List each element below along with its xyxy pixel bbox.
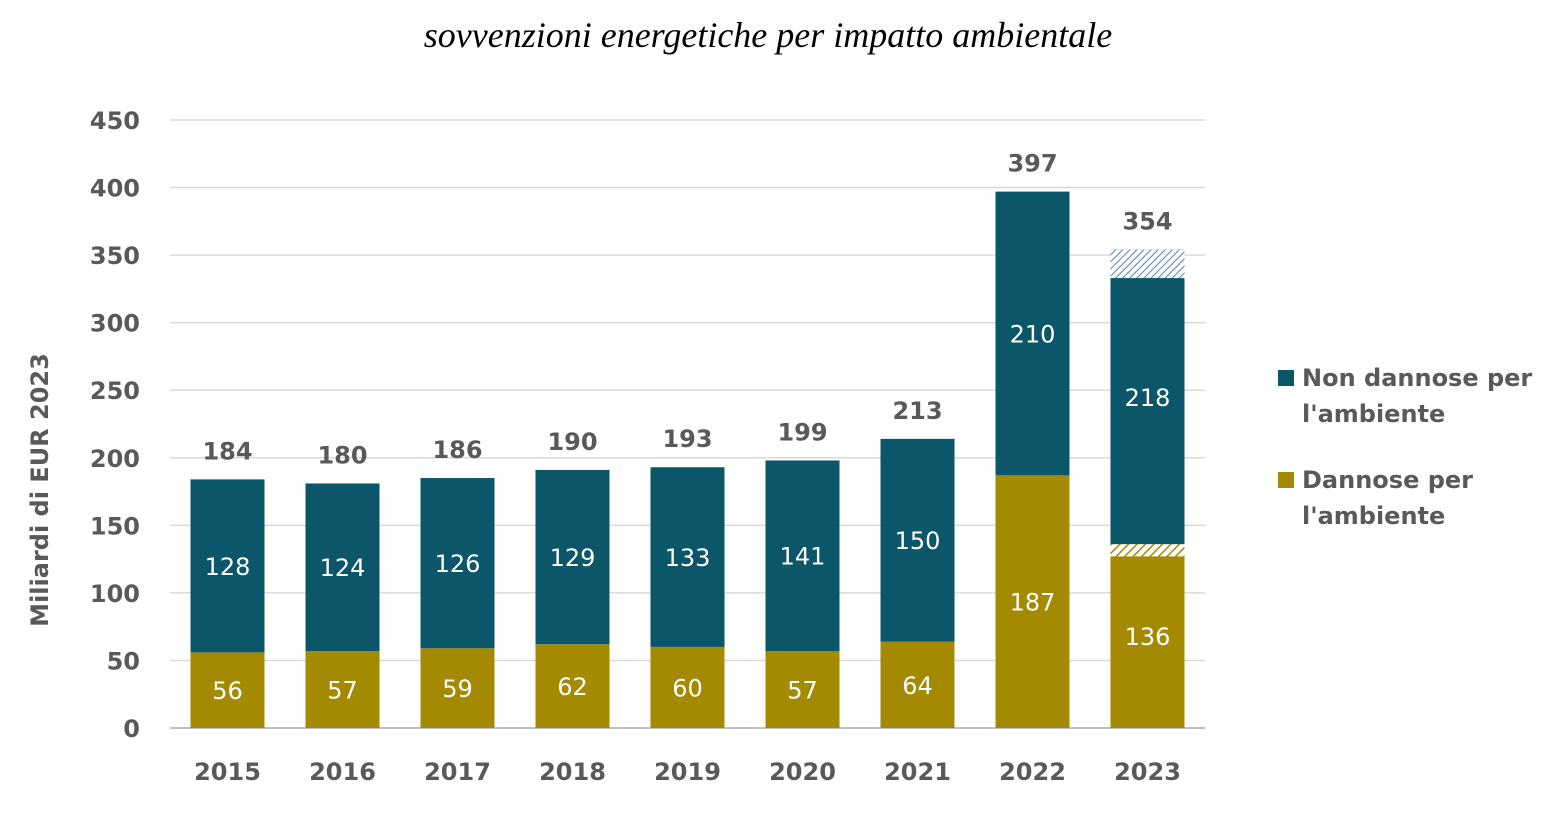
bar-label-2018-series-1: 129 [550, 544, 596, 572]
x-tick-label-2021: 2021 [884, 758, 951, 786]
bar-label-2022-series-0: 187 [1010, 589, 1056, 617]
legend-item-non-dannose: Non dannose per l'ambiente [1278, 360, 1542, 432]
bar-label-2023-series-1: 218 [1125, 384, 1171, 412]
legend-swatch-non-dannose [1278, 370, 1294, 386]
bar-label-2022-series-1: 210 [1010, 320, 1056, 348]
legend-label-non-dannose: Non dannose per l'ambiente [1302, 364, 1533, 428]
y-axis-title: Miliardi di EUR 2023 [26, 353, 54, 627]
x-tick-label-2022: 2022 [999, 758, 1066, 786]
total-label-2016: 180 [317, 441, 367, 469]
bar-label-2015-series-1: 128 [205, 553, 251, 581]
legend-label-dannose: Dannose per l'ambiente [1302, 466, 1473, 530]
total-label-2017: 186 [432, 436, 482, 464]
y-tick-label-400: 400 [90, 175, 140, 203]
x-tick-label-2016: 2016 [309, 758, 376, 786]
bar-2016-series-0 [305, 650, 380, 728]
y-tick-label-100: 100 [90, 580, 140, 608]
bar-label-2020-series-0: 57 [787, 676, 818, 704]
x-tick-label-2023: 2023 [1114, 758, 1181, 786]
legend-item-dannose: Dannose per l'ambiente [1278, 462, 1542, 534]
total-label-2021: 213 [892, 397, 942, 425]
bar-label-2017-series-1: 126 [435, 550, 481, 578]
bar-label-2016-series-1: 124 [320, 554, 366, 582]
bar-label-2015-series-0: 56 [212, 677, 243, 705]
bar-label-2020-series-1: 141 [780, 543, 826, 571]
x-tick-label-2019: 2019 [654, 758, 721, 786]
bar-2019-series-1 [650, 467, 725, 647]
x-tick-label-2017: 2017 [424, 758, 491, 786]
total-label-2022: 397 [1007, 150, 1057, 178]
bar-2015-series-1 [190, 479, 265, 653]
total-label-2018: 190 [547, 428, 597, 456]
bar-label-2017-series-0: 59 [442, 675, 473, 703]
chart-title: sovvenzioni energetiche per impatto ambi… [423, 15, 1113, 55]
bar-label-2023-series-0: 136 [1125, 623, 1171, 651]
bar-2020-series-0 [765, 650, 840, 728]
bars: 56 128 184 57 124 180 59 126 186 62 129 190 60 133 193… [190, 150, 1185, 728]
total-label-2015: 184 [202, 437, 252, 465]
y-axis-ticks: 0 50 100 150 200 250 300 350 400 450 [90, 107, 140, 743]
bar-label-2019-series-1: 133 [665, 544, 711, 572]
y-tick-label-450: 450 [90, 107, 140, 135]
bar-2022-series-0 [995, 475, 1070, 728]
bar-2022-series-1 [995, 191, 1070, 476]
y-tick-label-0: 0 [123, 715, 140, 743]
bar-2023-series-1 [1110, 249, 1185, 545]
bar-label-2018-series-0: 62 [557, 673, 588, 701]
bar-label-2021-series-1: 150 [895, 527, 941, 555]
legend: Non dannose per l'ambiente Dannose per l… [1278, 360, 1542, 564]
bar-2021-series-1 [880, 438, 955, 642]
bar-2018-series-1 [535, 469, 610, 645]
bar-2017-series-1 [420, 478, 495, 649]
y-tick-label-50: 50 [107, 647, 140, 675]
y-tick-label-200: 200 [90, 445, 140, 473]
bar-2017-series-0 [420, 648, 495, 728]
bar-2020-series-1 [765, 460, 840, 651]
bar-2018-series-0 [535, 644, 610, 728]
total-label-2019: 193 [662, 425, 712, 453]
bar-2016-series-1 [305, 483, 380, 651]
hatched-segment-2023-1 [1110, 249, 1185, 279]
y-tick-label-250: 250 [90, 377, 140, 405]
bar-2021-series-0 [880, 641, 955, 728]
total-label-2020: 199 [777, 418, 827, 446]
x-tick-label-2018: 2018 [539, 758, 606, 786]
x-axis-ticks: 2015 2016 2017 2018 2019 2020 2021 2022 2023 [194, 758, 1181, 786]
y-tick-label-150: 150 [90, 512, 140, 540]
bar-2019-series-0 [650, 646, 725, 728]
bar-2023-series-0 [1110, 544, 1185, 728]
bar-label-2016-series-0: 57 [327, 676, 358, 704]
y-tick-label-350: 350 [90, 242, 140, 270]
total-label-2023: 354 [1122, 208, 1172, 236]
hatched-segment-2023-0 [1110, 544, 1185, 557]
bar-2015-series-0 [190, 652, 265, 728]
bar-label-2019-series-0: 60 [672, 674, 703, 702]
bar-label-2021-series-0: 64 [902, 672, 933, 700]
y-tick-label-300: 300 [90, 310, 140, 338]
x-tick-label-2020: 2020 [769, 758, 836, 786]
x-tick-label-2015: 2015 [194, 758, 261, 786]
legend-swatch-dannose [1278, 472, 1294, 488]
